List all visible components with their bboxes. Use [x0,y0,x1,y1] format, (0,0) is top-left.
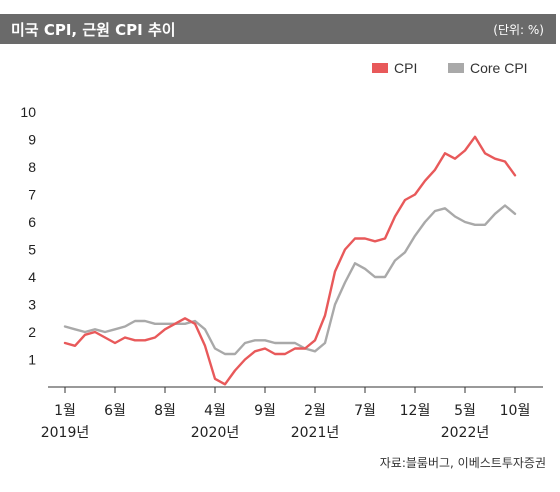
legend-swatch [372,63,388,73]
x-tick-label: 1월 [54,403,76,419]
y-tick-label: 10 [20,104,36,120]
legend-label: CPI [394,60,417,76]
x-tick-label: 7월 [354,403,376,419]
x-tick-label: 8월 [154,403,176,419]
y-tick-label: 6 [28,214,36,230]
title-bar: 미국 CPI, 근원 CPI 추이 (단위: %) [0,14,556,44]
x-tick-label: 6월 [104,403,126,419]
source-note: 자료:블룸버그, 이베스트투자증권 [379,456,546,470]
series-line-core-cpi [63,204,517,356]
x-tick-label: 2월 [304,403,326,419]
y-tick-label: 5 [28,242,36,258]
y-tick-label: 3 [28,297,36,313]
chart-title: 미국 CPI, 근원 CPI 추이 [11,21,176,39]
x-year-label: 2020년 [191,425,240,441]
legend-swatch [448,63,464,73]
x-year-label: 2019년 [41,425,90,441]
series-line-cpi [63,135,517,386]
y-tick-label: 1 [28,352,36,368]
x-tick-label: 9월 [254,403,276,419]
legend-label: Core CPI [470,60,528,76]
x-tick-label: 5월 [454,403,476,419]
y-tick-label: 7 [28,187,36,203]
y-tick-label: 8 [28,159,36,175]
x-tick-label: 4월 [204,403,226,419]
y-tick-label: 4 [28,269,36,285]
y-tick-label: 9 [28,132,36,148]
x-tick-label: 12월 [400,403,431,419]
legend: CPI Core CPI [372,60,528,76]
x-axis: 1월 2019년 6월 8월 4월 2020년 9월 2월 2021년 7월 12월 5월 2022년 1… [41,386,543,441]
y-tick-label: 2 [28,324,36,340]
y-axis: 1 2 3 4 5 6 7 8 9 10 [20,104,36,368]
x-year-label: 2021년 [291,425,340,441]
series-lines [63,135,517,386]
unit-label: (단위: %) [493,23,544,37]
x-year-label: 2022년 [441,425,490,441]
x-tick-label: 10월 [500,403,531,419]
